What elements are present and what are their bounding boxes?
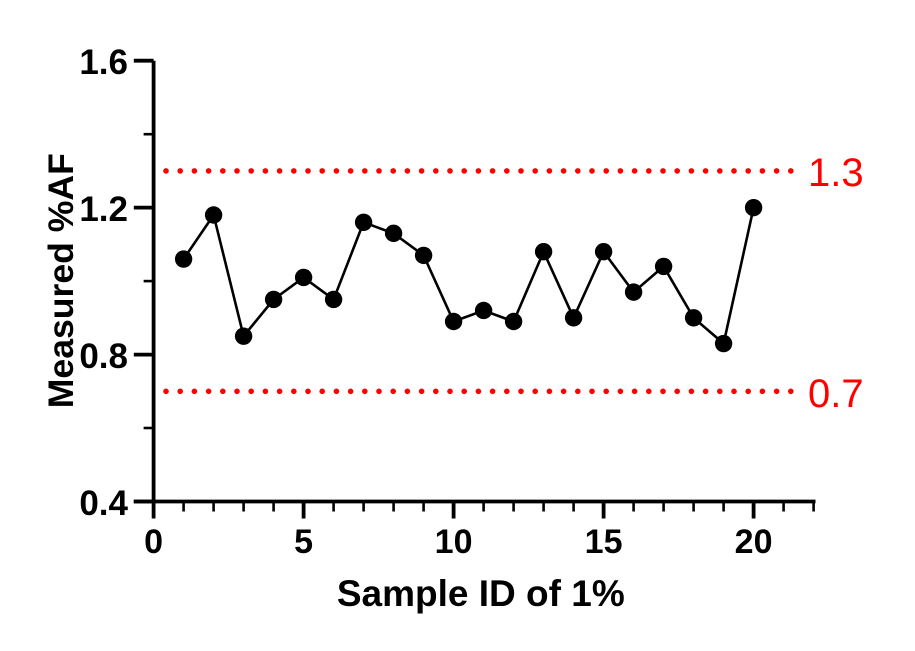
svg-text:5: 5 xyxy=(294,523,313,561)
svg-text:0.4: 0.4 xyxy=(79,484,128,523)
svg-text:0.8: 0.8 xyxy=(79,337,128,376)
svg-text:10: 10 xyxy=(435,523,473,561)
svg-text:0: 0 xyxy=(144,523,163,561)
svg-text:1.3: 1.3 xyxy=(808,151,864,195)
svg-text:0.7: 0.7 xyxy=(808,372,864,416)
svg-text:Measured %AF: Measured %AF xyxy=(41,153,81,408)
svg-text:Sample ID of 1%: Sample ID of 1% xyxy=(337,573,625,614)
svg-text:1.6: 1.6 xyxy=(79,43,128,82)
svg-text:15: 15 xyxy=(585,523,623,561)
svg-text:1.2: 1.2 xyxy=(79,190,128,229)
svg-text:20: 20 xyxy=(735,523,773,561)
